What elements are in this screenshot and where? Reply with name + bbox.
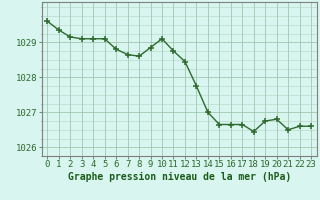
X-axis label: Graphe pression niveau de la mer (hPa): Graphe pression niveau de la mer (hPa) xyxy=(68,172,291,182)
